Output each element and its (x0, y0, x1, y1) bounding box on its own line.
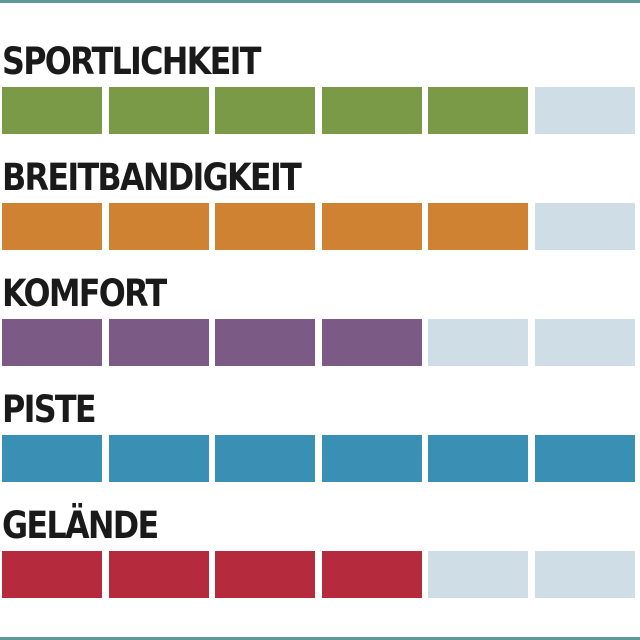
rating-bar (2, 203, 638, 250)
rating-bar (2, 551, 638, 598)
rating-row: GELÄNDE (2, 504, 638, 598)
rating-row: BREITBANDIGKEIT (2, 156, 638, 250)
rating-segment-filled (109, 87, 209, 134)
rating-segment-filled (215, 203, 315, 250)
rating-segment-filled (535, 435, 635, 482)
rating-label: SPORTLICHKEIT (2, 40, 261, 83)
rating-row: SPORTLICHKEIT (2, 40, 638, 134)
rating-bar (2, 319, 638, 366)
rating-segment-filled (322, 551, 422, 598)
rating-segment-filled (2, 87, 102, 134)
rating-row: KOMFORT (2, 272, 638, 366)
rating-segment-filled (428, 87, 528, 134)
rating-label: BREITBANDIGKEIT (2, 156, 302, 199)
rating-segment-empty (535, 551, 635, 598)
rating-segment-filled (428, 203, 528, 250)
rating-label: KOMFORT (2, 272, 167, 315)
rating-segment-filled (322, 87, 422, 134)
rating-segment-filled (109, 319, 209, 366)
rating-segment-filled (215, 435, 315, 482)
rating-segment-filled (215, 87, 315, 134)
rating-segment-filled (2, 435, 102, 482)
rating-label: PISTE (2, 388, 97, 431)
rating-label: GELÄNDE (2, 504, 159, 547)
rating-segment-empty (428, 319, 528, 366)
rating-segment-filled (109, 435, 209, 482)
rating-segment-filled (322, 435, 422, 482)
rating-segment-empty (535, 319, 635, 366)
rating-bar (2, 87, 638, 134)
rating-segment-empty (428, 551, 528, 598)
rating-row: PISTE (2, 388, 638, 482)
rating-segment-filled (428, 435, 528, 482)
rating-segment-empty (535, 87, 635, 134)
rating-segment-filled (215, 319, 315, 366)
rating-segment-empty (535, 203, 635, 250)
rating-segment-filled (322, 319, 422, 366)
rating-segment-filled (322, 203, 422, 250)
rating-segment-filled (109, 203, 209, 250)
rating-segment-filled (215, 551, 315, 598)
rating-segment-filled (109, 551, 209, 598)
rating-segment-filled (2, 203, 102, 250)
rating-bar (2, 435, 638, 482)
rating-segment-filled (2, 319, 102, 366)
rating-segment-filled (2, 551, 102, 598)
